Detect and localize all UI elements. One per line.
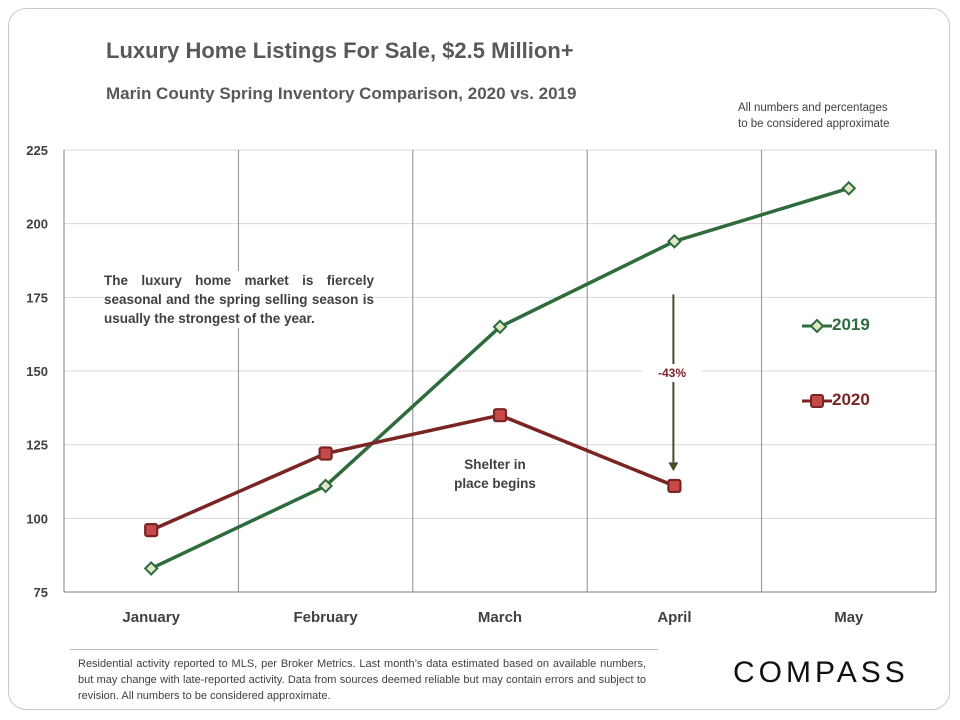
- shelter-annotation: Shelter in place begins: [450, 455, 540, 493]
- data-point-2019-january: [143, 561, 159, 576]
- x-tick-label-may: May: [834, 609, 864, 626]
- legend-label-2020: 2020: [832, 390, 870, 409]
- data-point-2020-january: [144, 523, 159, 538]
- legend-label-2019: 2019: [832, 315, 870, 334]
- chart-title: Luxury Home Listings For Sale, $2.5 Mill…: [106, 38, 574, 63]
- footer-divider: [70, 649, 658, 650]
- shelter-line-2: place begins: [454, 476, 536, 491]
- legend-item-2019: 2019: [800, 313, 876, 337]
- series-line-2019: [150, 186, 850, 571]
- data-point-2019-april: [666, 233, 682, 249]
- x-tick-label-february: February: [293, 609, 358, 626]
- data-point-2020-march: [492, 408, 508, 423]
- data-point-2020-february: [318, 446, 333, 461]
- x-tick-label-march: March: [478, 609, 522, 626]
- y-tick-label-75: 75: [34, 585, 48, 600]
- data-point-2020-april: [667, 478, 682, 494]
- legend-item-2020: 2020: [800, 388, 876, 412]
- y-tick-label-200: 200: [26, 217, 48, 232]
- y-tick-label-150: 150: [26, 364, 48, 379]
- data-point-2019-may: [841, 180, 857, 196]
- shelter-line-1: Shelter in: [464, 457, 526, 472]
- legend-marker-2020: [802, 393, 832, 408]
- x-tick-label-january: January: [122, 609, 180, 626]
- x-tick-label-april: April: [657, 609, 691, 626]
- footer-note: Residential activity reported to MLS, pe…: [78, 658, 646, 702]
- legend-marker-2019: [802, 318, 832, 333]
- compass-logo: COMPASS: [733, 656, 909, 689]
- data-point-2019-february: [318, 478, 334, 494]
- disclaimer-line-2: to be considered approximate: [738, 118, 890, 130]
- seasonal-annotation: The luxury home market is fiercely seaso…: [104, 271, 374, 328]
- series-line-2020: [150, 413, 676, 532]
- percent-change-label: -43%: [643, 364, 701, 382]
- y-tick-label-175: 175: [26, 290, 48, 305]
- y-tick-label-100: 100: [26, 511, 48, 526]
- y-tick-label-225: 225: [26, 143, 48, 158]
- chart-subtitle: Marin County Spring Inventory Comparison…: [106, 84, 577, 103]
- disclaimer-note: All numbers and percentages to be consid…: [738, 100, 938, 132]
- disclaimer-line-1: All numbers and percentages: [738, 102, 888, 114]
- chart-frame: [8, 8, 950, 710]
- change-arrow-head: [668, 462, 679, 472]
- y-tick-label-125: 125: [26, 438, 48, 453]
- data-point-2019-march: [492, 319, 508, 335]
